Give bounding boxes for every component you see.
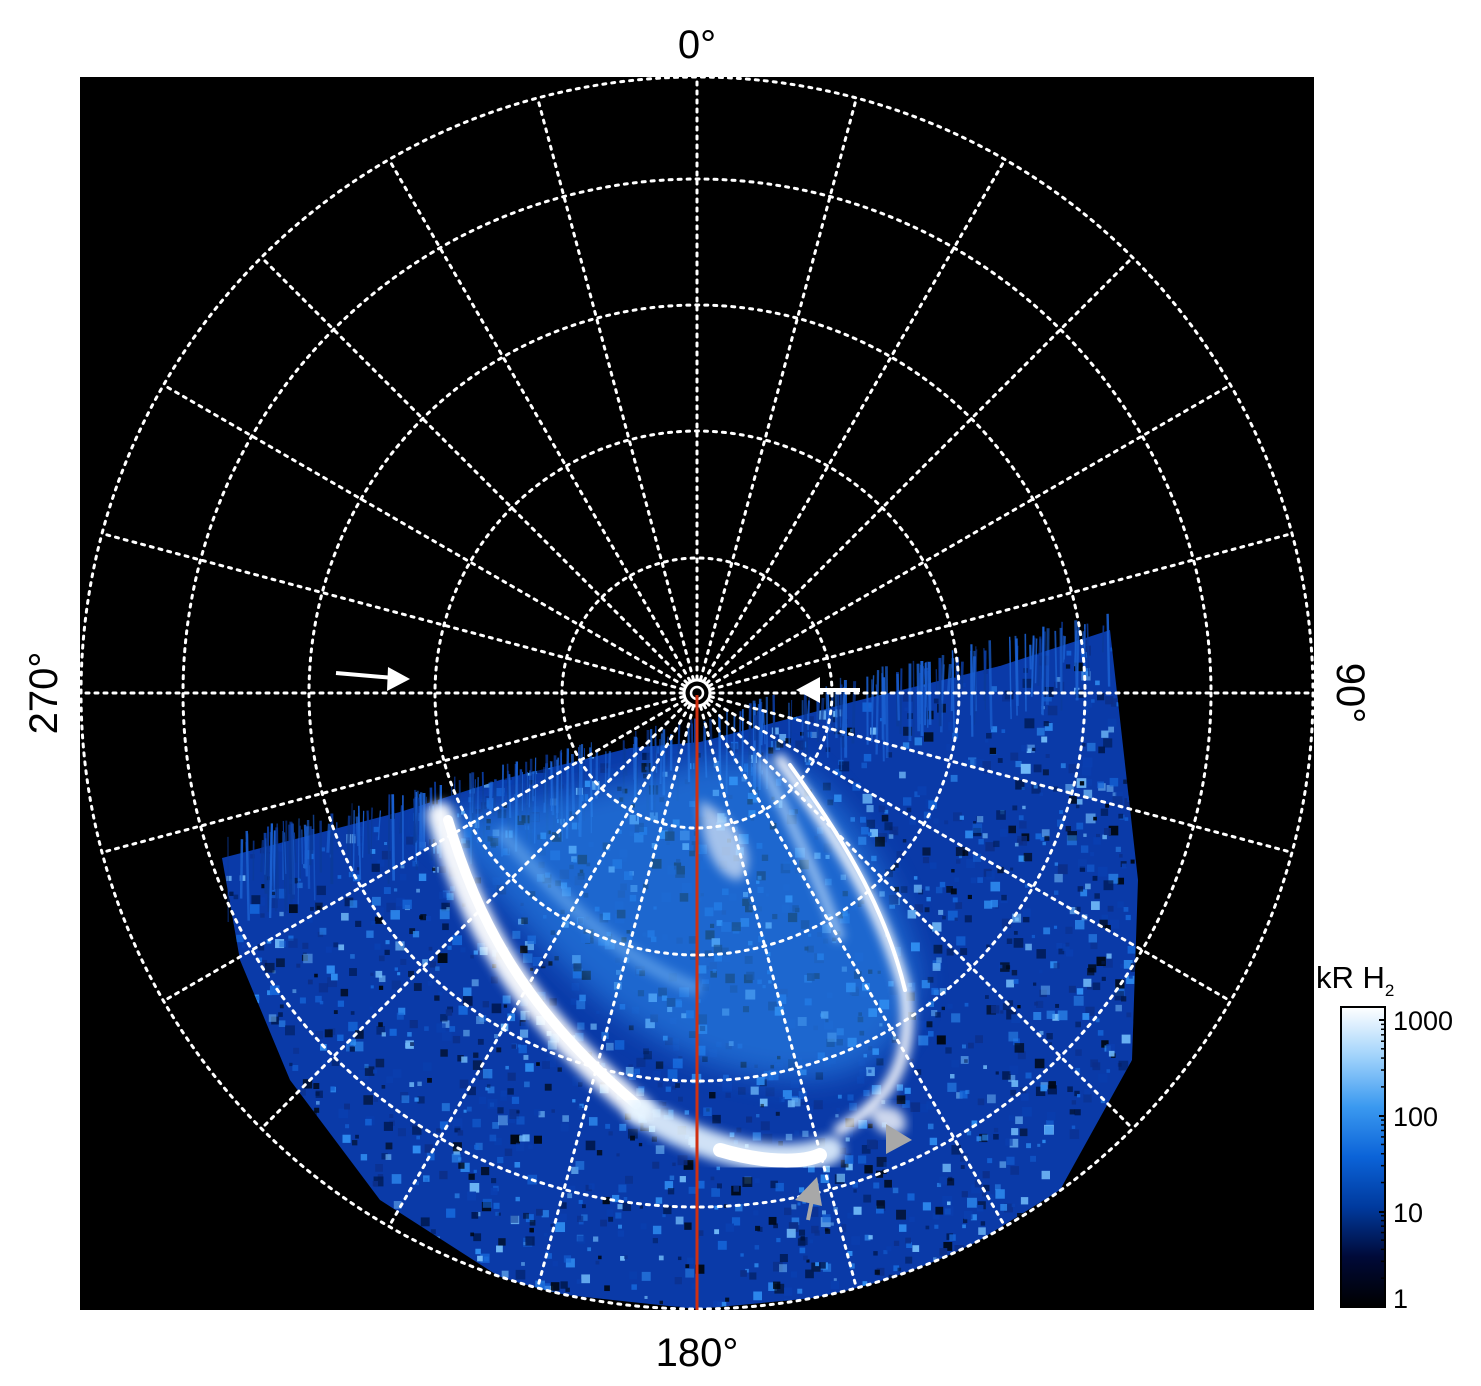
colorbar-tick-label-1000: 1000 — [1393, 1006, 1453, 1036]
grid-meridian-line — [100, 695, 685, 854]
colorbar-tick-label-1: 1 — [1393, 1284, 1408, 1314]
colorbar-title-subscript: 2 — [1385, 981, 1394, 1000]
grid-meridian-line — [699, 705, 858, 1290]
grid-latitude-circle — [433, 429, 961, 957]
grid-meridian-line — [707, 383, 1232, 688]
grid-meridian-line — [387, 703, 692, 1228]
grid-meridian-line — [709, 695, 1294, 854]
grid-meridian-line — [707, 698, 1232, 1003]
grid-meridian-line — [100, 532, 685, 691]
grid-meridian-line — [387, 158, 692, 683]
gray-arrow-right — [886, 1124, 912, 1154]
colorbar-title-main: kR H — [1316, 960, 1385, 995]
grid-meridian-line — [536, 705, 695, 1290]
aurora-main-oval-right-core — [788, 763, 907, 992]
azimuth-label-270: 270° — [22, 652, 66, 735]
azimuth-label-0: 0° — [678, 23, 716, 67]
colorbar: kR H2 1000 100 10 1 — [1316, 960, 1453, 1314]
grid-meridian-line — [702, 703, 1007, 1228]
aurora-bottom-right-blob — [870, 1106, 906, 1135]
grid-latitude-circle — [181, 177, 1213, 1209]
grid-meridian-line — [709, 532, 1294, 691]
azimuth-label-180: 180° — [656, 1331, 739, 1375]
gray-arrow-bottom — [795, 1177, 822, 1221]
grid-meridian-line — [536, 96, 695, 681]
white-arrow-right — [796, 677, 860, 703]
colorbar-title: kR H2 — [1316, 960, 1394, 1000]
colorbar-tick-label-10: 10 — [1393, 1198, 1423, 1228]
aurora-polar-patch — [700, 800, 748, 880]
grid-meridian-line — [259, 701, 689, 1131]
grid-meridian-line — [699, 96, 858, 681]
colorbar-tick-label-100: 100 — [1393, 1102, 1438, 1132]
grid-meridian-line — [162, 698, 687, 1003]
grid-meridian-line — [705, 255, 1135, 685]
grid-meridian-line — [705, 701, 1135, 1131]
colorbar-gradient — [1340, 1006, 1386, 1308]
aurora-oval-bottom-bright — [713, 1143, 827, 1168]
aurora-inner-streak — [494, 825, 703, 997]
grid-meridian-line — [162, 383, 687, 688]
grid-latitude-circle — [307, 303, 1087, 1083]
grid-meridian-line — [702, 158, 1007, 683]
white-arrow-left — [335, 667, 410, 691]
grid-meridian-line — [259, 255, 689, 685]
colorbar-minor-ticks — [1381, 1023, 1385, 1279]
azimuth-label-90: 90° — [1328, 663, 1372, 724]
